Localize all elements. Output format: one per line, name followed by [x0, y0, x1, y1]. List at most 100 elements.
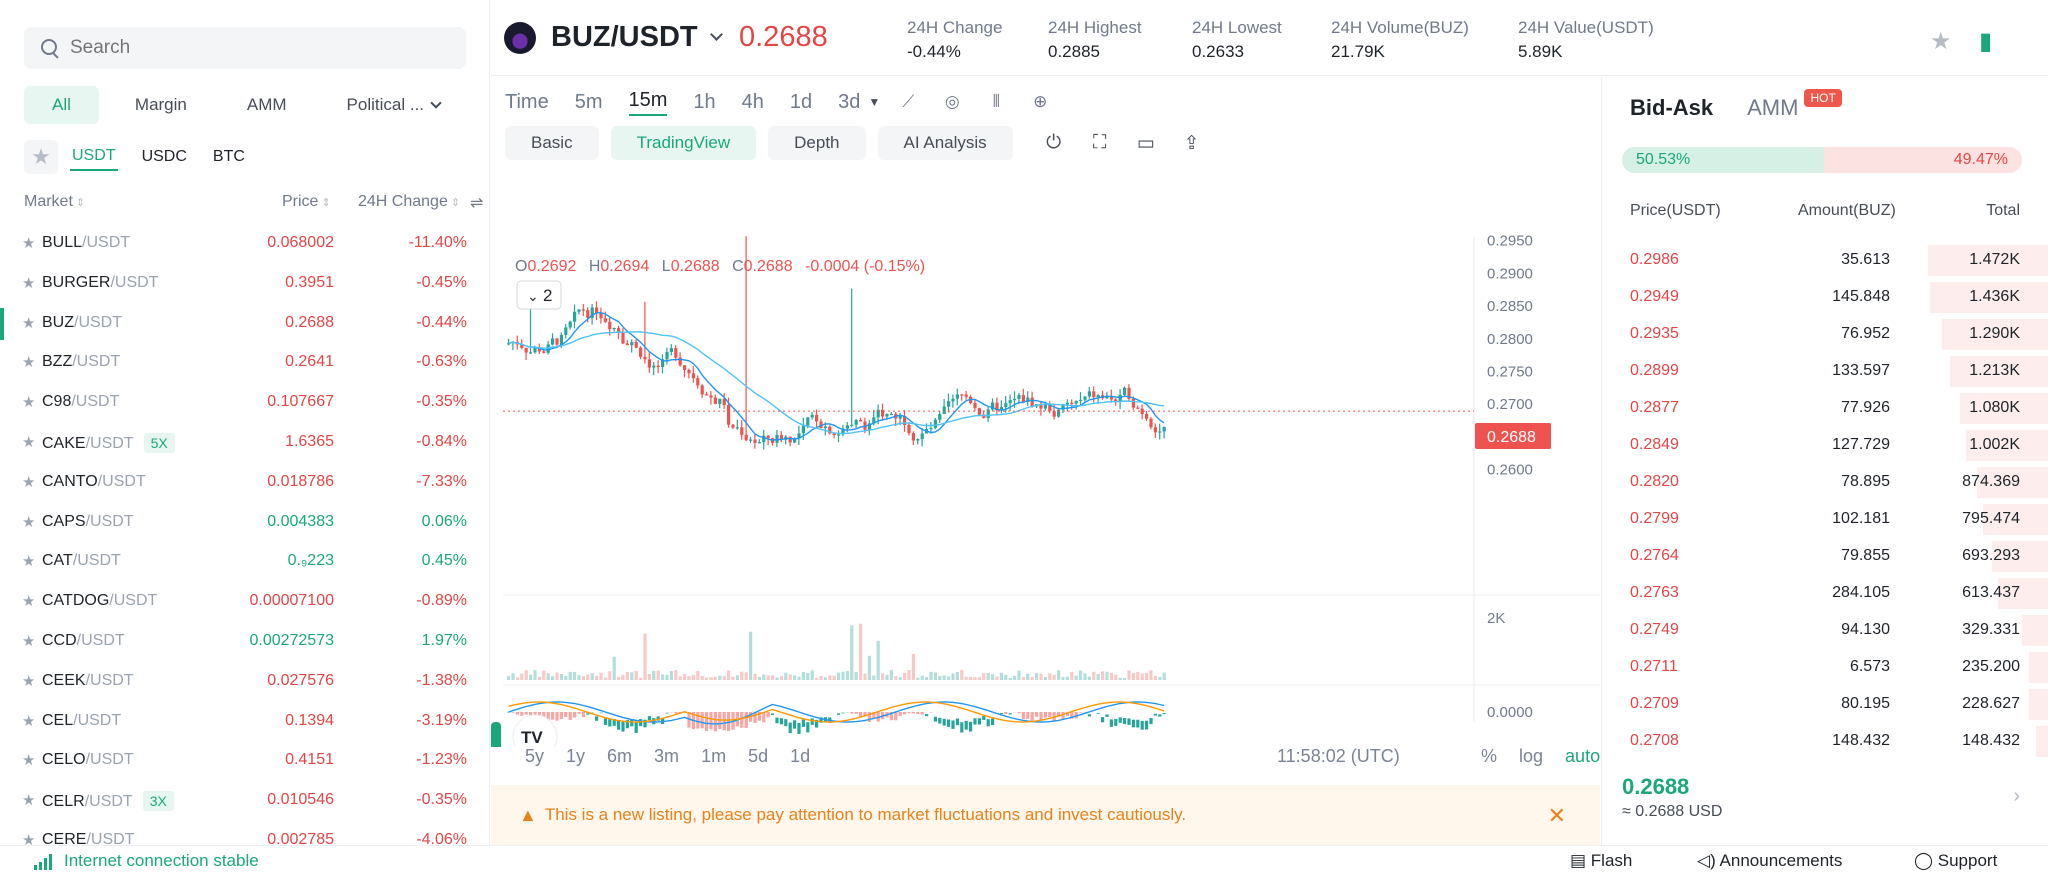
market-row[interactable]: ★ BULL/USDT 0.068002 -11.40% [0, 224, 489, 264]
swap-columns-icon[interactable]: ⇌ [470, 195, 484, 212]
market-row[interactable]: ★ CANTO/USDT 0.018786 -7.33% [0, 463, 489, 503]
settings-icon[interactable]: ◎ [944, 92, 960, 111]
market-row[interactable]: ★ CAT/USDT 0.₉223 0.45% [0, 542, 489, 582]
tab-bid-ask[interactable]: Bid-Ask [1630, 95, 1714, 120]
view-ai-analysis[interactable]: AI Analysis [877, 126, 1013, 160]
tab-amm-book[interactable]: AMM [1747, 95, 1799, 120]
star-icon[interactable]: ★ [22, 354, 36, 372]
ask-row[interactable]: 0.2877 77.926 1.080K [1602, 390, 2048, 427]
market-row[interactable]: ★ CELR/USDT 3X 0.010546 -0.35% [0, 781, 489, 821]
star-icon[interactable]: ★ [22, 831, 36, 845]
ask-row[interactable]: 0.2820 78.895 874.369 [1602, 464, 2048, 501]
market-row[interactable]: ★ CCD/USDT 0.00272573 1.97% [0, 622, 489, 662]
ask-row[interactable]: 0.2799 102.181 795.474 [1602, 501, 2048, 538]
ask-row[interactable]: 0.2709 80.195 228.627 [1602, 686, 2048, 723]
caret-down-icon[interactable]: ▼ [868, 95, 881, 109]
ask-row[interactable]: 0.2711 6.573 235.200 [1602, 649, 2048, 686]
price-chart[interactable]: 0.2950 0.2900 0.2850 0.2800 0.2750 0.2700 0.26… [491, 167, 1600, 747]
tab-political[interactable]: Political ... [323, 86, 464, 124]
add-icon[interactable]: ⊕ [1033, 92, 1048, 111]
market-row[interactable]: ★ BUZ/USDT 0.2688 -0.44% [0, 304, 489, 344]
announcements-link[interactable]: ◁) Announcements [1697, 851, 1843, 870]
tf-15m[interactable]: 15m [628, 89, 668, 116]
favorite-star-icon[interactable]: ★ [1930, 28, 1952, 55]
tab-amm[interactable]: AMM [246, 95, 287, 114]
scale-percent[interactable]: % [1481, 746, 1498, 766]
indicator-icon[interactable]: ⟋ [902, 92, 915, 111]
market-row[interactable]: ★ C98/USDT 0.107667 -0.35% [0, 383, 489, 423]
star-icon[interactable]: ★ [22, 433, 36, 451]
range-3m[interactable]: 3m [654, 746, 680, 766]
view-basic[interactable]: Basic [505, 126, 599, 160]
ask-row[interactable]: 0.2763 284.105 613.437 [1602, 575, 2048, 612]
star-icon[interactable]: ★ [22, 752, 36, 770]
power-icon[interactable]: ⏻ [1046, 132, 1062, 153]
search-input[interactable] [70, 37, 450, 59]
quote-tab-btc[interactable]: BTC [212, 148, 245, 165]
star-icon[interactable]: ★ [22, 513, 36, 531]
ask-row[interactable]: 0.2749 94.130 329.331 [1602, 612, 2048, 649]
ask-row[interactable]: 0.2849 127.729 1.002K [1602, 427, 2048, 464]
star-icon[interactable]: ★ [22, 593, 36, 611]
sort-price[interactable]: Price [282, 193, 331, 211]
ask-row[interactable]: 0.2708 148.432 148.432 [1602, 723, 2048, 760]
market-row[interactable]: ★ CELO/USDT 0.4151 -1.23% [0, 741, 489, 781]
star-icon[interactable]: ★ [22, 712, 36, 730]
market-row[interactable]: ★ CEL/USDT 0.1394 -3.19% [0, 702, 489, 742]
layout-icon[interactable]: ▭ [1136, 132, 1155, 154]
sort-change[interactable]: 24H Change [358, 193, 460, 211]
market-row[interactable]: ★ BZZ/USDT 0.2641 -0.63% [0, 343, 489, 383]
tf-3d[interactable]: 3d [838, 90, 861, 113]
range-5y[interactable]: 5y [525, 746, 545, 766]
star-icon[interactable]: ★ [22, 792, 36, 810]
tf-1h[interactable]: 1h [693, 90, 716, 113]
star-icon[interactable]: ★ [22, 235, 36, 252]
ask-row[interactable]: 0.2935 76.952 1.290K [1602, 316, 2048, 353]
tab-all[interactable]: All [24, 86, 99, 124]
star-icon[interactable]: ★ [22, 274, 36, 292]
view-depth[interactable]: Depth [768, 126, 866, 160]
market-row[interactable]: ★ CAKE/USDT 5X 1.6365 -0.84% [0, 423, 489, 463]
scale-auto[interactable]: auto [1565, 746, 1601, 766]
chevron-right-icon[interactable]: › [2013, 785, 2020, 807]
fullscreen-icon[interactable]: ⛶ [1093, 132, 1107, 153]
view-tradingview[interactable]: TradingView [610, 126, 757, 160]
market-row[interactable]: ★ CEEK/USDT 0.027576 -1.38% [0, 662, 489, 702]
support-link[interactable]: ◯ Support [1914, 851, 1998, 870]
pair-selector[interactable]: BUZ/USDT [551, 21, 723, 54]
star-icon[interactable]: ★ [22, 672, 36, 690]
scale-log[interactable]: log [1519, 746, 1544, 766]
ask-row[interactable]: 0.2949 145.848 1.436K [1602, 279, 2048, 316]
flash-link[interactable]: ▤ Flash [1570, 851, 1633, 870]
tf-1d[interactable]: 1d [789, 90, 813, 113]
close-icon[interactable]: ✕ [1547, 803, 1566, 828]
sidebar-toggle-handle[interactable] [491, 722, 501, 747]
range-1y[interactable]: 1y [566, 746, 586, 766]
search-box[interactable] [24, 27, 466, 69]
ask-row[interactable]: 0.2899 133.597 1.213K [1602, 353, 2048, 390]
range-6m[interactable]: 6m [607, 746, 633, 766]
ask-row[interactable]: 0.2764 79.855 693.293 [1602, 538, 2048, 575]
range-1d[interactable]: 1d [790, 746, 811, 766]
quote-tab-usdt[interactable]: USDT [70, 143, 118, 171]
favorites-star-icon[interactable]: ★ [24, 140, 58, 174]
market-row[interactable]: ★ BURGER/USDT 0.3951 -0.45% [0, 264, 489, 304]
notebook-icon[interactable]: ▮ [1979, 28, 1993, 55]
tab-margin[interactable]: Margin [134, 95, 187, 114]
share-icon[interactable]: ⇪ [1183, 132, 1200, 154]
range-1m[interactable]: 1m [701, 746, 727, 766]
star-icon[interactable]: ★ [22, 632, 36, 650]
market-row[interactable]: ★ CATDOG/USDT 0.00007100 -0.89% [0, 582, 489, 622]
market-row[interactable]: ★ CAPS/USDT 0.004383 0.06% [0, 503, 489, 543]
star-icon[interactable]: ★ [22, 473, 36, 491]
sort-market[interactable]: Market [24, 193, 85, 211]
tf-5m[interactable]: 5m [574, 90, 603, 113]
range-5d[interactable]: 5d [748, 746, 769, 766]
star-icon[interactable]: ★ [22, 394, 36, 412]
candle-type-icon[interactable]: ⫴ [992, 92, 1000, 111]
market-row[interactable]: ★ CERE/USDT 0.002785 -4.06% [0, 821, 489, 845]
tf-time[interactable]: Time [505, 90, 549, 113]
quote-tab-usdc[interactable]: USDC [141, 148, 187, 165]
indicator-collapse-button[interactable] [516, 280, 562, 310]
star-icon[interactable]: ★ [22, 553, 36, 571]
